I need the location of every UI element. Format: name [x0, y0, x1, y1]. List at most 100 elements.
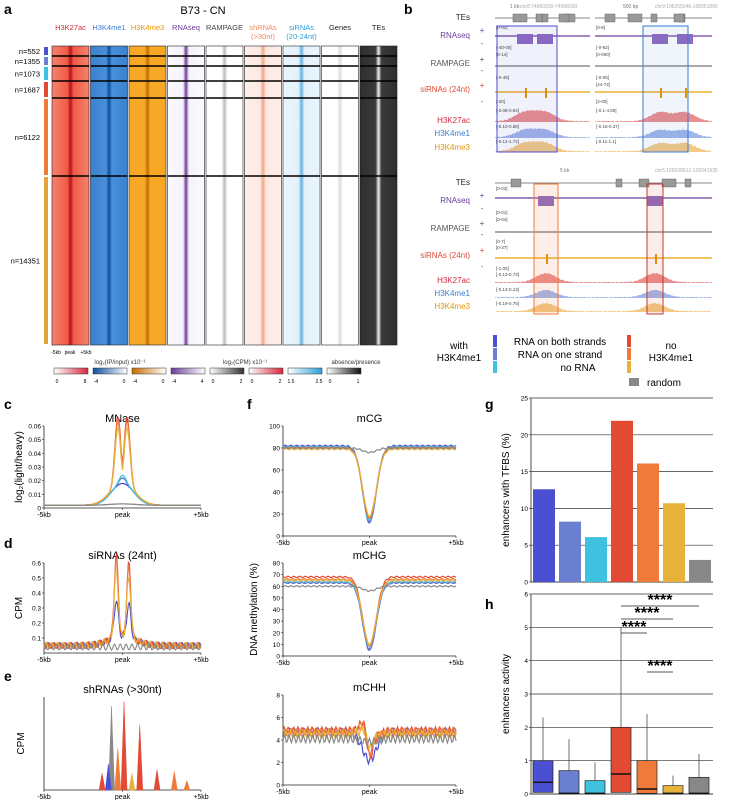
group-bar-4: [44, 99, 48, 175]
line-series-2: [44, 474, 201, 506]
heatmap-column-7: [321, 45, 359, 346]
legend-random-label: random: [647, 378, 681, 389]
y-tick-label: 0.03: [28, 465, 41, 472]
te-block: [512, 13, 528, 23]
scale-label-cpm: log₂(CPM) x10⁻¹: [223, 360, 267, 366]
range-left-1: [-40-00]: [496, 45, 512, 50]
line-series-1: [282, 581, 457, 650]
line-series-5: [44, 428, 201, 506]
range-bottom-0: [0-03]: [496, 186, 508, 191]
y-tick-label: 40: [273, 607, 281, 614]
highlight-box: [646, 183, 664, 315]
range-right-7: [-0.16-0.37]: [596, 124, 619, 129]
range-right-5: [2-00]: [596, 99, 608, 104]
y-tick-label: 80: [273, 561, 281, 568]
y-axis-label-g: enhancers with TFBS (%): [501, 433, 512, 547]
y-tick-label: 10: [521, 506, 529, 513]
track-label-h3k4me3: H3K4me3: [434, 302, 470, 311]
y-tick-label: 0: [524, 580, 528, 587]
spike-6: [171, 771, 178, 791]
col-header-sub-5: (>30nt): [251, 32, 275, 41]
y-tick-label: 0: [37, 506, 41, 513]
range-left-0: [0-92]: [496, 25, 508, 30]
legend-item-with-1: RNA on one strand: [518, 350, 603, 361]
range-left-7: [-0.12-1.72]: [496, 139, 519, 144]
scale-bar-7: [326, 367, 362, 375]
box-1: [558, 770, 580, 794]
y-tick-label: 0: [276, 534, 280, 541]
rnaseq-signal: [652, 34, 668, 44]
te-block: [684, 178, 692, 188]
range-bottom-3: [0-7]: [496, 239, 505, 244]
hm-xtick-left: -5kb: [51, 350, 61, 356]
track-label-rampage: RAMPAGE: [431, 224, 470, 233]
hm-xtick-right: +5kb: [81, 350, 92, 356]
coord-1: chr8:74060200-74066090: [520, 4, 577, 10]
histone-signal: [495, 110, 590, 122]
sirna-signal: [660, 88, 662, 98]
legend-no-label: no: [665, 341, 677, 352]
y-axis-label-h: enhancers activity: [501, 654, 512, 734]
legend-with-label-2: H3K4me1: [437, 353, 482, 364]
strand-marker: +: [480, 219, 485, 228]
scale-bar-6: [287, 367, 323, 375]
heatmap-panel: B73 - CN H3K27ac H3K4me1 H3K4me3 RNAseq RAMP…: [11, 5, 398, 385]
y-tick-label: 0.6: [32, 561, 41, 568]
sirna-signal: [546, 254, 548, 264]
y-tick-label: 4: [524, 658, 528, 665]
significance-label-3: ****: [648, 658, 674, 675]
line-series-0: [44, 482, 201, 506]
col-header-7: Genes: [329, 23, 351, 32]
bar-2: [585, 537, 607, 582]
heatmap-column-6: [282, 45, 321, 346]
sirna-signal: [525, 88, 527, 98]
y-tick-label: 3: [524, 692, 528, 699]
bar-5: [663, 503, 685, 582]
range-right-3: [-0-05]: [596, 75, 609, 80]
range-left-5: [-0.08-0.94]: [496, 108, 519, 113]
y-axis-label-f2: DNA methylation (%): [249, 563, 260, 656]
bar-0: [533, 489, 555, 582]
group-count-2: n=1073: [15, 70, 40, 79]
x-tick-label: +5kb: [448, 660, 463, 667]
track-label-sirna: siRNAs (24nt): [420, 85, 470, 94]
strand-marker: +: [480, 55, 485, 64]
y-tick-label: 60: [273, 468, 281, 475]
y-tick-label: 0.2: [32, 621, 41, 628]
chart-d: siRNAs (24nt) 0.1 0.2 0.3 0.4 0.5 0.6 -5kb peak +…: [14, 550, 209, 664]
bar-6: [689, 559, 711, 582]
col-header-5: shRNAs: [249, 23, 277, 32]
rnaseq-signal: [537, 34, 553, 44]
legend-swatch-with-2: [493, 361, 497, 373]
y-tick-label: 1: [524, 758, 528, 765]
y-tick-label: 20: [521, 432, 529, 439]
spike-1: [120, 701, 128, 791]
rnaseq-signal: [647, 196, 663, 206]
spike-5: [153, 769, 161, 791]
legend-with-label: with: [449, 341, 468, 352]
scale-max-5: 2: [279, 379, 282, 385]
legend-swatch-no-0: [627, 335, 631, 347]
spike-4: [114, 748, 122, 791]
spike-2: [136, 724, 144, 791]
y-tick-label: 10: [273, 642, 281, 649]
group-count-1: n=1355: [15, 57, 40, 66]
chart-title-f1: mCG: [357, 413, 383, 425]
line-series-6: [282, 584, 457, 593]
y-axis-label-c: log₂(light/heavy): [14, 431, 25, 503]
heatmap-column-8: [359, 45, 398, 346]
scale-bar-1: [92, 367, 128, 375]
strand-marker: -: [481, 39, 484, 48]
sirna-signal: [655, 254, 657, 264]
line-series-0: [282, 444, 457, 524]
group-count-0: n=552: [19, 47, 40, 56]
scale-max-1: 0: [123, 379, 126, 385]
te-block: [615, 178, 623, 188]
spike-9: [183, 779, 191, 791]
x-tick-label: -5kb: [37, 794, 51, 800]
sirna-signal: [545, 88, 547, 98]
line-series-5: [282, 447, 457, 518]
histone-signal: [495, 289, 712, 298]
coord-2: chr9:106255046-105051006: [655, 4, 718, 10]
